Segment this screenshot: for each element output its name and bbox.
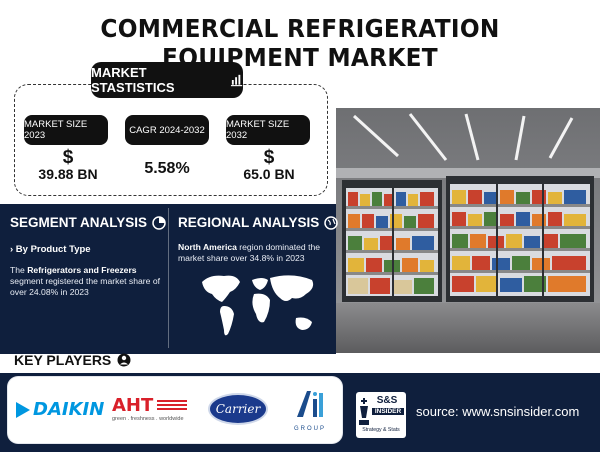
daikin-mark-icon	[16, 401, 30, 418]
key-players-title: KEY PLAYERS	[14, 352, 131, 368]
source-text: source: www.snsinsider.com	[416, 404, 580, 419]
refrigerator-photo	[336, 108, 600, 353]
daikin-logo: DAIKIN	[16, 399, 104, 420]
stat-market-size-2032-value: $ 65.0 BN	[219, 147, 319, 182]
aht-stripes-icon	[157, 399, 188, 410]
dollar-icon: $	[263, 147, 275, 168]
stat-market-size-2023-label: MARKET SIZE 2023	[24, 115, 108, 145]
dollar-icon: $	[62, 147, 74, 168]
sns-insider-logo: S&S INSIDER Strategy & Stats	[356, 392, 406, 438]
stat-market-size-2032-label: MARKET SIZE 2032	[226, 115, 310, 145]
pie-chart-icon	[152, 215, 166, 230]
segment-text: The Refrigerators and Freezers segment r…	[10, 265, 160, 297]
chess-king-icon	[359, 398, 369, 425]
page-title: COMMERCIAL REFRIGERATION EQUIPMENT MARKE…	[100, 14, 500, 72]
group-logo: GROUP	[290, 387, 330, 432]
segment-subhead: › By Product Type	[10, 244, 91, 255]
world-map-icon	[202, 275, 314, 336]
stat-cagr-value: 5.58%	[144, 160, 190, 177]
globe-icon	[324, 215, 339, 230]
person-icon	[117, 353, 131, 367]
regional-text: North America region dominated the marke…	[178, 242, 321, 263]
band-divider	[168, 208, 169, 348]
stat-market-size-2023-value: $ 39.88 BN	[18, 147, 118, 182]
group-mark-icon	[297, 391, 323, 417]
segment-analysis-title: SEGMENT ANALYSIS	[10, 215, 166, 230]
regional-analysis-title: REGIONAL ANALYSIS	[178, 215, 339, 230]
chart-hand-icon	[230, 74, 243, 87]
market-statistics-label: MARKET STASTISTICS	[91, 65, 175, 95]
key-players-logos: DAIKIN AHT green . freshness . worldwide…	[8, 377, 342, 443]
market-statistics-pill: MARKET STASTISTICS	[91, 62, 243, 98]
aht-logo: AHT green . freshness . worldwide	[112, 395, 192, 422]
stat-cagr-label: CAGR 2024-2032	[125, 115, 209, 145]
carrier-logo: Carrier	[208, 393, 268, 425]
